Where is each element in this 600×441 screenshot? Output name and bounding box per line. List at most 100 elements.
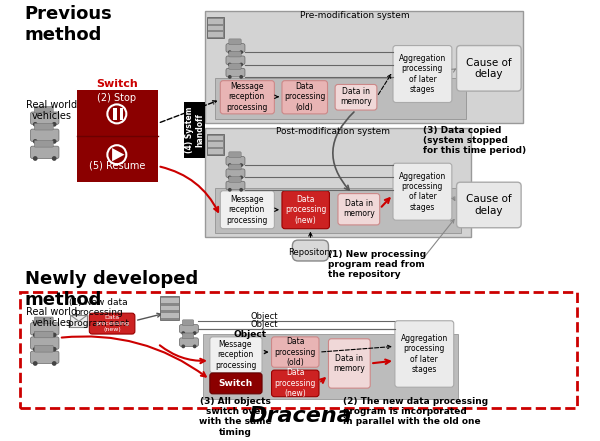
Bar <box>203 334 458 399</box>
FancyBboxPatch shape <box>229 152 241 157</box>
Text: Data in
memory: Data in memory <box>334 354 365 373</box>
FancyBboxPatch shape <box>89 313 135 334</box>
Circle shape <box>52 347 56 351</box>
Text: Aggregation
processing
of later
stages: Aggregation processing of later stages <box>401 334 448 374</box>
FancyBboxPatch shape <box>226 181 245 190</box>
Circle shape <box>228 50 232 54</box>
FancyBboxPatch shape <box>31 323 59 335</box>
FancyBboxPatch shape <box>393 163 452 220</box>
FancyBboxPatch shape <box>292 240 328 261</box>
Text: Data
processing
(old): Data processing (old) <box>284 82 325 112</box>
Text: Newly developed
method: Newly developed method <box>25 270 198 309</box>
Bar <box>161 298 179 303</box>
Text: Object: Object <box>233 329 266 339</box>
FancyBboxPatch shape <box>229 164 241 170</box>
FancyBboxPatch shape <box>34 140 53 147</box>
Text: Real world
vehicles: Real world vehicles <box>26 100 77 121</box>
Text: Data in
memory: Data in memory <box>343 199 375 218</box>
Text: Data in
memory: Data in memory <box>340 87 372 106</box>
Bar <box>161 313 179 318</box>
Bar <box>20 292 577 408</box>
FancyBboxPatch shape <box>31 351 59 363</box>
Text: Aggregation
processing
of later
stages: Aggregation processing of later stages <box>399 172 446 212</box>
Circle shape <box>181 331 185 335</box>
Text: Data
processing
(new): Data processing (new) <box>275 369 316 398</box>
Bar <box>208 26 223 30</box>
Bar <box>160 296 179 320</box>
Circle shape <box>33 156 38 161</box>
FancyBboxPatch shape <box>34 106 53 113</box>
FancyBboxPatch shape <box>272 370 319 397</box>
Text: Message
reception
processing: Message reception processing <box>226 82 268 112</box>
Text: Cause of
delay: Cause of delay <box>466 57 512 79</box>
FancyBboxPatch shape <box>226 157 245 165</box>
Text: Data
processing
(old): Data processing (old) <box>275 337 316 367</box>
Circle shape <box>33 347 38 351</box>
Polygon shape <box>112 148 124 161</box>
Circle shape <box>239 176 243 179</box>
Bar <box>208 142 223 147</box>
FancyBboxPatch shape <box>31 112 59 124</box>
FancyBboxPatch shape <box>457 182 521 228</box>
Circle shape <box>52 139 56 144</box>
Text: Data
processing
(new): Data processing (new) <box>285 195 326 224</box>
Text: (3) Data copied
(system stopped
for this time period): (3) Data copied (system stopped for this… <box>424 126 526 155</box>
Circle shape <box>33 333 38 337</box>
FancyBboxPatch shape <box>395 321 454 387</box>
FancyBboxPatch shape <box>229 39 241 45</box>
FancyBboxPatch shape <box>220 81 274 114</box>
Text: (1) New processing
program read from
the repository: (1) New processing program read from the… <box>328 250 427 280</box>
Bar <box>77 90 158 182</box>
FancyBboxPatch shape <box>226 56 245 64</box>
Bar <box>208 149 223 154</box>
Circle shape <box>239 50 243 54</box>
Text: Object: Object <box>251 320 278 329</box>
FancyBboxPatch shape <box>34 123 53 130</box>
FancyBboxPatch shape <box>226 68 245 77</box>
FancyBboxPatch shape <box>31 337 59 349</box>
FancyBboxPatch shape <box>272 337 319 367</box>
Bar <box>208 32 223 37</box>
Text: (5) Resume: (5) Resume <box>89 160 145 170</box>
Bar <box>215 188 461 232</box>
Text: Switch: Switch <box>218 379 253 388</box>
FancyBboxPatch shape <box>179 338 199 346</box>
Circle shape <box>193 344 197 348</box>
Bar <box>161 306 179 310</box>
FancyBboxPatch shape <box>31 146 59 158</box>
Text: Object: Object <box>251 311 278 321</box>
FancyBboxPatch shape <box>226 44 245 52</box>
Circle shape <box>228 188 232 192</box>
Text: Message
reception
processing: Message reception processing <box>226 195 268 224</box>
Bar <box>207 17 224 38</box>
FancyBboxPatch shape <box>282 191 329 229</box>
Circle shape <box>52 361 56 366</box>
Circle shape <box>228 176 232 179</box>
Circle shape <box>52 156 56 161</box>
Circle shape <box>228 63 232 67</box>
FancyBboxPatch shape <box>282 81 328 114</box>
Text: Aggregation
processing
of later
stages: Aggregation processing of later stages <box>399 54 446 94</box>
Text: (2) The new data processing
program is incorporated
in parallel with the old one: (2) The new data processing program is i… <box>343 397 488 426</box>
Bar <box>70 315 88 327</box>
FancyBboxPatch shape <box>31 129 59 142</box>
Bar <box>205 11 523 123</box>
Bar <box>205 128 471 237</box>
Text: (3) All objects
switch over
with the same
timing: (3) All objects switch over with the sam… <box>199 397 272 437</box>
Circle shape <box>228 163 232 167</box>
Circle shape <box>193 331 197 335</box>
FancyBboxPatch shape <box>220 191 274 229</box>
FancyBboxPatch shape <box>34 317 53 324</box>
Bar <box>215 78 466 119</box>
Bar <box>184 102 205 157</box>
Bar <box>208 19 223 24</box>
FancyBboxPatch shape <box>457 45 521 91</box>
Bar <box>207 134 224 155</box>
Text: Previous
method: Previous method <box>25 5 113 44</box>
Bar <box>208 136 223 140</box>
Circle shape <box>33 139 38 144</box>
FancyBboxPatch shape <box>229 176 241 182</box>
Text: (1) New data
processing
program sent: (1) New data processing program sent <box>68 298 130 328</box>
Circle shape <box>181 344 185 348</box>
FancyBboxPatch shape <box>393 45 452 102</box>
